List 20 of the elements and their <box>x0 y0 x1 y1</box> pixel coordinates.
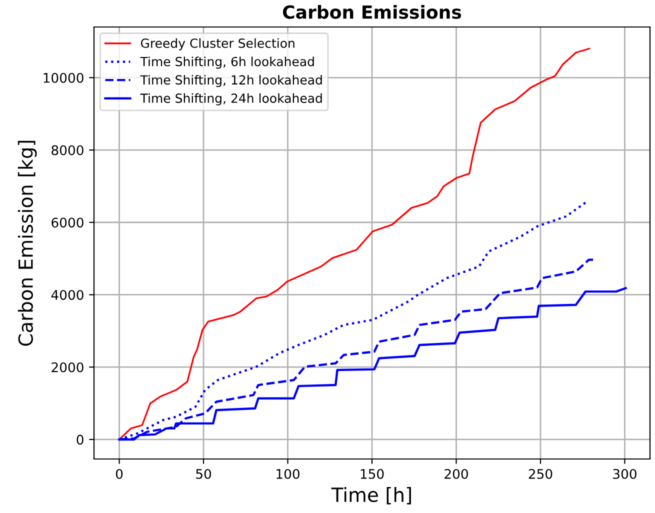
y-axis-title: Carbon Emission [kg] <box>18 140 37 346</box>
y-tick-label: 2000 <box>52 362 84 372</box>
x-tick-label: 50 <box>196 468 212 479</box>
y-tick-label: 8000 <box>52 145 84 156</box>
x-tick-label: 250 <box>528 468 552 479</box>
x-tick-label: 300 <box>613 468 636 479</box>
chart-title: Carbon Emissions <box>282 4 462 19</box>
x-tick-label: 100 <box>276 468 300 479</box>
x-tick-label: 150 <box>360 468 384 479</box>
legend-label: Greedy Cluster Selection <box>140 38 294 50</box>
x-axis-title: Time [h] <box>331 487 411 504</box>
x-tick-label: 200 <box>444 468 468 479</box>
x-tick-label: 0 <box>116 468 123 479</box>
y-tick-label: 4000 <box>51 290 84 300</box>
legend-label: Time Shifting, 12h lookahead <box>140 74 322 88</box>
y-tick-label: 0 <box>76 434 84 445</box>
legend-label: Time Shifting, 6h lookahead <box>140 56 314 69</box>
y-tick-label: 10000 <box>44 72 84 83</box>
y-tick-label: 6000 <box>52 218 84 228</box>
legend-label: Time Shifting, 24h lookahead <box>140 93 322 106</box>
